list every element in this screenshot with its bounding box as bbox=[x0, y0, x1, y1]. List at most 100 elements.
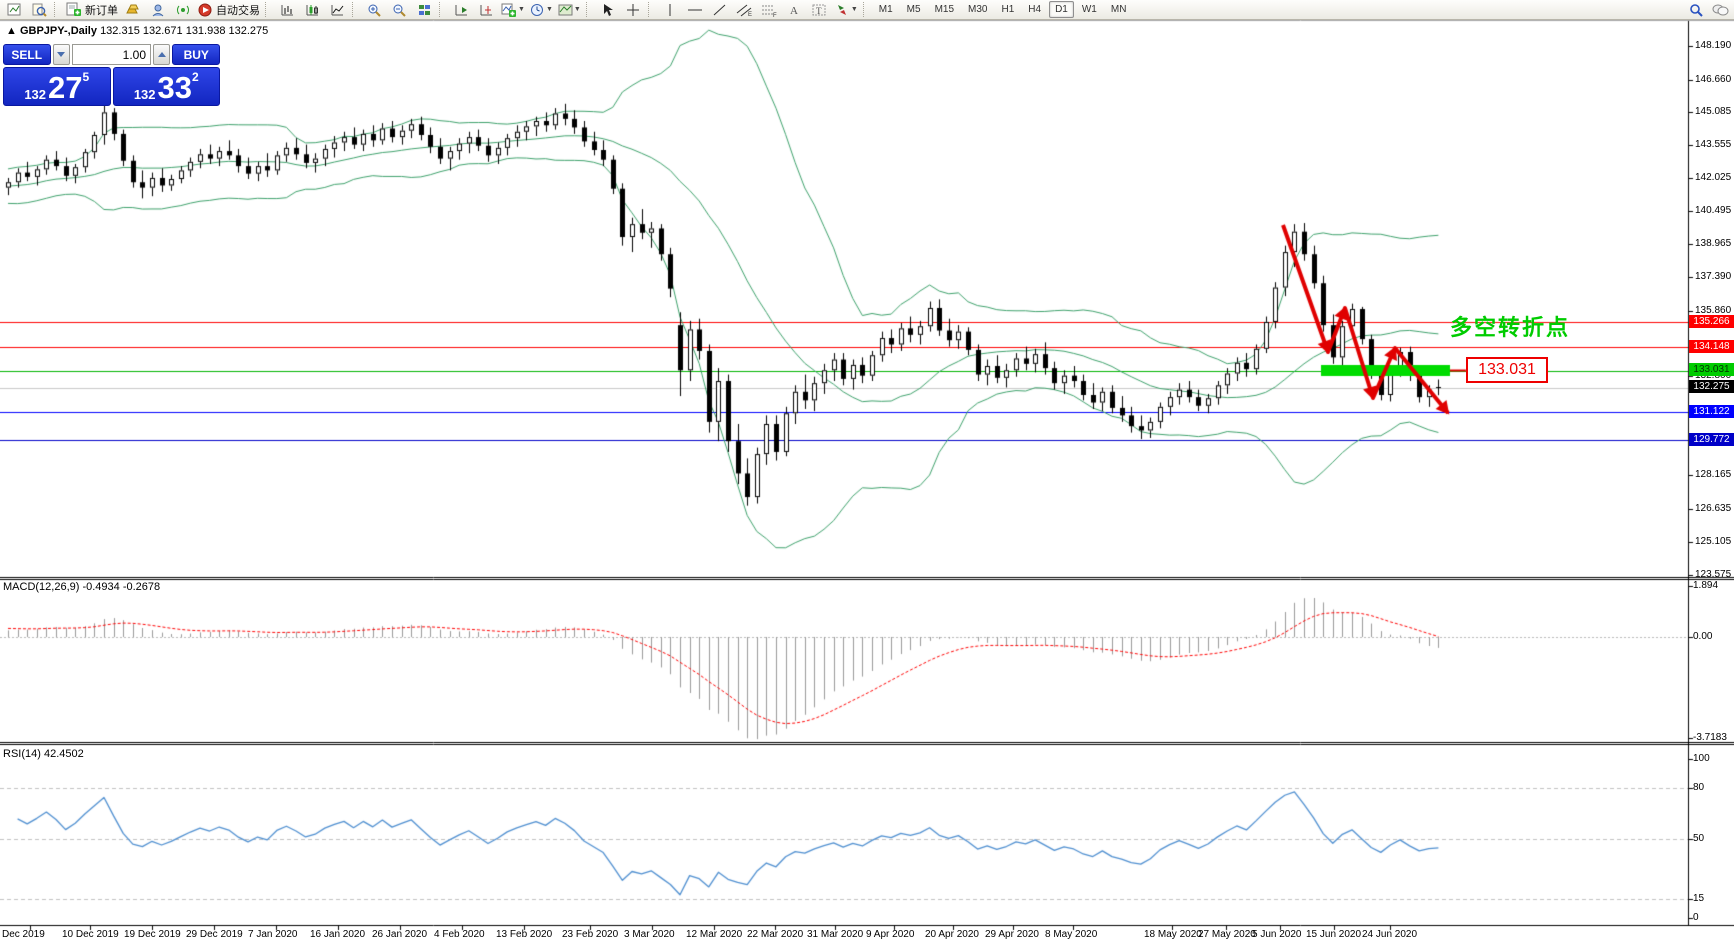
new-order-button[interactable]: 新订单 bbox=[64, 1, 120, 18]
tile-windows-icon[interactable] bbox=[412, 1, 436, 18]
date-axis-label: 10 Dec 2019 bbox=[62, 929, 119, 940]
date-axis-label: 29 Apr 2020 bbox=[985, 929, 1039, 940]
ohlc-readout: 132.315 132.671 131.938 132.275 bbox=[100, 25, 269, 37]
macd-axis-tick: -3.7183 bbox=[1693, 732, 1727, 743]
date-axis-label: 29 Dec 2019 bbox=[186, 929, 243, 940]
price-axis-tick: 143.555 bbox=[1695, 139, 1732, 150]
timeframe-bar: M1 M5 M15 M30 H1 H4 D1 W1 MN bbox=[873, 1, 1133, 18]
price-axis-badge: 135.266 bbox=[1689, 315, 1734, 328]
toolbar-separator bbox=[585, 2, 593, 17]
date-axis-label: 9 Apr 2020 bbox=[866, 929, 915, 940]
date-axis-label: 22 Mar 2020 bbox=[747, 929, 804, 940]
timeframe-button-w1[interactable]: W1 bbox=[1081, 4, 1097, 15]
equidistant-channel-tool-icon[interactable]: E bbox=[733, 1, 757, 18]
chat-icon[interactable] bbox=[1708, 1, 1732, 18]
sell-price-pip: 5 bbox=[82, 70, 90, 84]
date-axis-label: 13 Feb 2020 bbox=[496, 929, 553, 940]
volume-input[interactable] bbox=[72, 44, 151, 65]
date-axis-label: 26 Jan 2020 bbox=[372, 929, 428, 940]
rsi-axis-tick: 0 bbox=[1693, 912, 1699, 923]
rsi-axis-tick: 80 bbox=[1693, 782, 1705, 793]
dropdown-arrow-icon: ▼ bbox=[850, 6, 858, 13]
rsi-axis-tick: 50 bbox=[1693, 833, 1705, 844]
arrows-tool-icon[interactable]: ▼ bbox=[833, 1, 860, 18]
text-tool-icon[interactable]: A bbox=[783, 1, 807, 18]
date-axis-label: 24 Jun 2020 bbox=[1362, 929, 1418, 940]
candlestick-chart-icon[interactable] bbox=[300, 1, 324, 18]
vertical-line-tool-icon[interactable] bbox=[658, 1, 682, 18]
sell-price-base: 132 bbox=[24, 87, 47, 102]
timeframe-button-h1[interactable]: H1 bbox=[1001, 4, 1015, 15]
toolbar-separator bbox=[352, 2, 359, 17]
gold-icon[interactable] bbox=[121, 1, 145, 18]
chart-title-bar: ▲ GBPJPY-,Daily 132.315 132.671 131.938 … bbox=[6, 25, 268, 37]
timeframe-button-h4[interactable]: H4 bbox=[1028, 4, 1042, 15]
macd-axis-tick: 1.894 bbox=[1693, 580, 1719, 591]
zoom-out-icon[interactable] bbox=[387, 1, 411, 18]
sell-button[interactable]: SELL bbox=[3, 44, 51, 65]
toolbar-separator bbox=[862, 2, 870, 17]
timeframe-button-m15[interactable]: M15 bbox=[934, 4, 955, 15]
buy-price-base: 132 bbox=[133, 87, 156, 102]
buy-price-pip: 2 bbox=[192, 70, 199, 84]
buy-button[interactable]: BUY bbox=[172, 44, 220, 65]
one-click-collapse-arrow[interactable]: ▲ bbox=[6, 25, 17, 37]
price-axis-badge: 134.148 bbox=[1689, 340, 1734, 353]
fibonacci-tool-icon[interactable]: F bbox=[758, 1, 782, 18]
buy-price-panel[interactable]: 132 33 2 bbox=[112, 67, 220, 106]
text-label-tool-icon[interactable]: T bbox=[808, 1, 832, 18]
timeframe-button-m30[interactable]: M30 bbox=[968, 4, 988, 15]
toolbar-separator bbox=[54, 2, 61, 17]
search-icon[interactable] bbox=[1684, 1, 1708, 18]
buy-price-big: 33 bbox=[157, 70, 192, 105]
auto-scroll-icon[interactable] bbox=[449, 1, 473, 18]
svg-text:A: A bbox=[790, 5, 798, 17]
volume-decrease-button[interactable] bbox=[52, 44, 70, 65]
toolbar-separator bbox=[265, 2, 272, 17]
toolbar-separator bbox=[439, 2, 446, 17]
templates-icon[interactable]: ▼ bbox=[556, 1, 583, 18]
profile-icon[interactable] bbox=[27, 1, 51, 18]
timeframe-button-mn[interactable]: MN bbox=[1110, 4, 1127, 15]
price-axis-tick: 145.085 bbox=[1695, 106, 1732, 117]
chart-shift-icon[interactable] bbox=[474, 1, 498, 18]
dropdown-arrow-icon: ▼ bbox=[518, 6, 525, 13]
autotrading-button[interactable]: 自动交易 bbox=[196, 1, 262, 18]
dropdown-arrow-icon: ▼ bbox=[573, 6, 581, 13]
date-axis-label: 31 Mar 2020 bbox=[807, 929, 864, 940]
horizontal-line-tool-icon[interactable] bbox=[683, 1, 707, 18]
price-axis-tick: 148.190 bbox=[1695, 40, 1732, 51]
price-axis-tick: 142.025 bbox=[1695, 172, 1732, 183]
contacts-icon[interactable] bbox=[146, 1, 170, 18]
price-axis-tick: 126.635 bbox=[1695, 503, 1732, 514]
indicators-icon[interactable]: ▼ bbox=[499, 1, 527, 18]
price-axis-tick: 128.165 bbox=[1695, 469, 1732, 480]
timeframe-button-m1[interactable]: M1 bbox=[878, 4, 893, 15]
bar-chart-icon[interactable] bbox=[275, 1, 299, 18]
signal-icon[interactable] bbox=[171, 1, 195, 18]
up-arrow-icon bbox=[157, 52, 166, 57]
line-chart-icon[interactable] bbox=[325, 1, 349, 18]
date-axis-label: 18 May 2020 bbox=[1144, 929, 1202, 940]
svg-text:E: E bbox=[748, 12, 752, 17]
timeframe-button-m5[interactable]: M5 bbox=[906, 4, 921, 15]
autotrading-label: 自动交易 bbox=[216, 4, 260, 17]
crosshair-tool-icon[interactable] bbox=[621, 1, 645, 18]
sell-price-panel[interactable]: 132 27 5 bbox=[3, 67, 111, 106]
price-axis-badge: 129.772 bbox=[1689, 433, 1734, 446]
cursor-tool-icon[interactable] bbox=[596, 1, 620, 18]
date-axis-label: 27 May 2020 bbox=[1198, 929, 1256, 940]
trendline-tool-icon[interactable] bbox=[708, 1, 732, 18]
zoom-in-icon[interactable] bbox=[362, 1, 386, 18]
date-axis-label: 8 May 2020 bbox=[1045, 929, 1098, 940]
periods-icon[interactable]: ▼ bbox=[528, 1, 555, 18]
timeframe-button-d1[interactable]: D1 bbox=[1049, 1, 1074, 18]
price-axis-tick: 138.965 bbox=[1695, 238, 1732, 249]
date-axis-label: 4 Feb 2020 bbox=[434, 929, 485, 940]
macd-axis-tick: 0.00 bbox=[1693, 631, 1713, 642]
symbol-name: GBPJPY-,Daily bbox=[19, 25, 97, 37]
main-toolbar: 新订单 自动交易 ▼ ▼ ▼ E F A T ▼ M1 M5 M15 M30 H1 H4 D… bbox=[0, 0, 1734, 20]
volume-increase-button[interactable] bbox=[153, 44, 171, 65]
new-chart-window-icon[interactable] bbox=[2, 1, 26, 18]
